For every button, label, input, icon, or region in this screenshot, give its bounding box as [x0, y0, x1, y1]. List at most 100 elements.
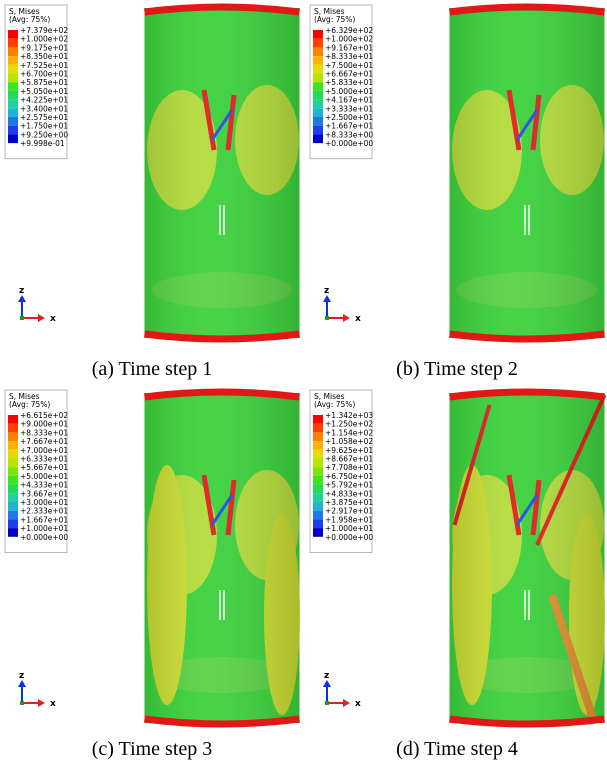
- legend-subtitle: (Avg: 75%): [314, 15, 355, 24]
- caption: (a) Time step 1: [92, 358, 213, 380]
- legend-value: +2.333e+01: [20, 507, 68, 516]
- legend-swatch: [8, 134, 18, 144]
- legend-value: +3.667e+01: [20, 489, 68, 498]
- legend-value: +7.525e+01: [20, 61, 68, 70]
- legend-value: +7.500e+01: [325, 61, 373, 70]
- bottom-edge: [144, 715, 300, 728]
- legend-swatch: [8, 423, 18, 433]
- legend-value: +6.333e+01: [20, 455, 68, 464]
- x-label: x: [355, 699, 361, 709]
- z-head: [323, 680, 331, 687]
- legend-swatch: [8, 125, 18, 135]
- legend-swatch: [313, 134, 323, 144]
- legend-title: S, Mises: [314, 7, 345, 16]
- legend-value: +2.575e+01: [20, 113, 68, 122]
- legend-value: +9.175e+01: [20, 43, 68, 52]
- legend-subtitle: (Avg: 75%): [314, 400, 355, 409]
- legend-swatch: [313, 432, 323, 442]
- legend-swatch: [8, 117, 18, 126]
- legend-swatch: [313, 475, 323, 485]
- origin: [325, 316, 329, 320]
- legend-value: +1.667e+01: [325, 122, 373, 131]
- cylinder: [449, 388, 607, 728]
- legend-value: +7.379e+02: [20, 26, 68, 35]
- legend-value: +6.667e+01: [325, 70, 373, 79]
- legend-value: +3.875e+01: [325, 498, 373, 507]
- legend-value: +0.000e+00: [325, 533, 373, 542]
- legend-value: +1.154e+02: [325, 428, 373, 437]
- legend-value: +9.625e+01: [325, 446, 373, 455]
- legend-swatch: [313, 47, 323, 57]
- legend-value: +9.167e+01: [325, 43, 373, 52]
- legend-swatch: [313, 56, 323, 65]
- legend-value: +8.350e+01: [20, 52, 68, 61]
- legend-value: +8.333e+01: [20, 428, 68, 437]
- z-label: z: [324, 286, 329, 296]
- top-edge: [144, 388, 300, 401]
- legend-value: +4.833e+01: [325, 489, 373, 498]
- x-label: x: [355, 314, 361, 324]
- legend-swatch: [313, 30, 323, 39]
- legend-swatch: [313, 415, 323, 424]
- legend-value: +6.750e+01: [325, 472, 373, 481]
- z-head: [18, 680, 26, 687]
- legend-swatch: [8, 519, 18, 529]
- legend-swatch: [8, 38, 18, 48]
- legend-swatch: [313, 458, 323, 468]
- legend-swatch: [8, 99, 18, 109]
- legend: S, Mises(Avg: 75%)+7.379e+02+1.000e+02+9…: [4, 4, 68, 160]
- legend-value: +1.000e+01: [325, 524, 373, 533]
- legend-value: +5.667e+01: [20, 463, 68, 472]
- legend-swatch: [313, 125, 323, 135]
- cylinder-shade: [449, 8, 605, 338]
- legend-value: +8.667e+01: [325, 455, 373, 464]
- legend-swatch: [8, 73, 18, 83]
- legend-value: +8.333e+00: [325, 130, 373, 139]
- legend-swatch: [8, 484, 18, 494]
- legend-value: +9.250e+00: [20, 130, 68, 139]
- legend-value: +7.000e+01: [20, 446, 68, 455]
- legend-value: +1.250e+02: [325, 420, 373, 429]
- top-edge: [449, 3, 605, 16]
- caption: (b) Time step 2: [396, 358, 518, 380]
- legend: S, Mises(Avg: 75%)+1.342e+03+1.250e+02+1…: [309, 389, 373, 553]
- caption: (d) Time step 4: [396, 738, 518, 760]
- legend-subtitle: (Avg: 75%): [9, 15, 50, 24]
- legend-swatch: [313, 519, 323, 529]
- legend-value: +1.750e+01: [20, 122, 68, 131]
- origin: [20, 316, 24, 320]
- legend-swatch: [313, 423, 323, 433]
- legend-value: +1.342e+03: [325, 411, 373, 420]
- legend-swatch: [8, 441, 18, 450]
- legend-swatch: [8, 458, 18, 468]
- panel: S, Mises(Avg: 75%)+1.342e+03+1.250e+02+1…: [309, 388, 607, 728]
- legend-swatch: [313, 99, 323, 109]
- legend-swatch: [313, 108, 323, 117]
- legend-value: +9.998e-01: [20, 139, 65, 148]
- legend-swatch: [8, 415, 18, 424]
- legend-title: S, Mises: [314, 392, 345, 401]
- top-edge: [449, 388, 605, 401]
- legend-value: +4.333e+01: [20, 481, 68, 490]
- z-head: [18, 295, 26, 302]
- legend-value: +6.615e+02: [20, 411, 68, 420]
- x-label: x: [50, 699, 56, 709]
- legend-swatch: [8, 528, 18, 537]
- legend-value: +0.000e+00: [325, 139, 373, 148]
- legend-swatch: [313, 82, 323, 91]
- cylinder: [144, 3, 300, 343]
- cylinder-shade: [449, 393, 605, 723]
- legend-swatch: [8, 82, 18, 91]
- legend-value: +3.400e+01: [20, 104, 68, 113]
- legend-value: +5.000e+01: [20, 472, 68, 481]
- z-label: z: [324, 671, 329, 681]
- z-head: [323, 295, 331, 302]
- cylinder: [144, 388, 300, 728]
- legend-swatch: [8, 432, 18, 442]
- legend-swatch: [8, 56, 18, 65]
- legend-value: +6.700e+01: [20, 70, 68, 79]
- top-edge: [144, 3, 300, 16]
- legend: S, Mises(Avg: 75%) +6.615e+02+9.000e+01+8…: [4, 389, 68, 553]
- legend-swatch: [313, 502, 323, 511]
